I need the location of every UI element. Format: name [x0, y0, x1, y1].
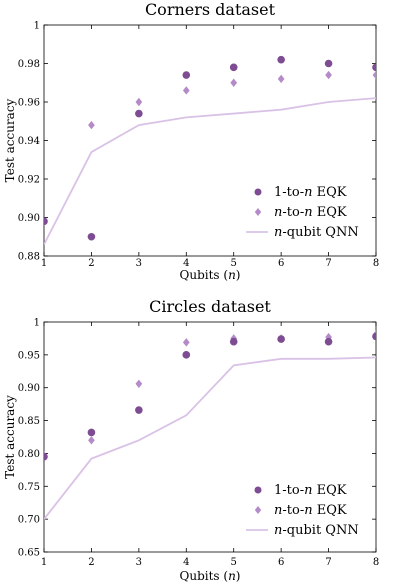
y-tick-label: 0.88	[18, 252, 40, 263]
y-tick-label: 0.75	[18, 482, 40, 493]
one-to-n-point	[229, 63, 238, 72]
legend-label-n-to-n: n-to-n EQK	[274, 503, 347, 518]
y-axis-label: Test accuracy	[3, 98, 17, 182]
corners-chart: Corners dataset 0.88 0.90 0.92 0.94 0.96 0.98 1…	[3, 0, 379, 282]
legend-diamond-marker	[254, 506, 262, 514]
y-tick-label: 0.90	[18, 383, 40, 394]
y-tick-label: 1	[34, 318, 40, 329]
legend-label-qnn: n-qubit QNN	[274, 523, 359, 538]
one-to-n-point	[182, 71, 191, 79]
one-to-n-point	[324, 59, 333, 68]
x-tick-label: 3	[136, 557, 142, 568]
x-tick-label: 1	[41, 557, 47, 568]
one-to-n-point	[372, 63, 376, 72]
legend-diamond-marker	[254, 208, 262, 216]
x-tick-label: 5	[231, 258, 237, 269]
y-tick-label: 0.94	[18, 136, 40, 147]
one-to-n-point	[87, 232, 96, 241]
n-to-n-point	[230, 78, 238, 87]
one-to-n-point	[44, 452, 48, 461]
n-to-n-point	[135, 379, 143, 388]
n-to-n-point	[182, 86, 190, 95]
data-layer	[44, 330, 376, 520]
y-tick-label: 0.65	[18, 548, 40, 559]
one-to-n-point	[87, 428, 96, 437]
n-to-n-point	[88, 120, 95, 130]
n-to-n-point	[325, 70, 332, 80]
one-to-n-point	[135, 109, 143, 118]
one-to-n-point	[372, 332, 376, 341]
legend-circle-marker	[254, 486, 262, 494]
x-tick-label: 6	[278, 557, 284, 568]
x-tick-label: 5	[231, 557, 237, 568]
one-to-n-point	[324, 337, 333, 346]
x-tick-label: 7	[325, 258, 331, 269]
chart-title: Circles dataset	[149, 297, 271, 316]
n-to-n-point	[88, 436, 95, 445]
y-tick-label: 1	[34, 21, 40, 32]
y-tick-label: 0.96	[18, 98, 40, 109]
one-to-n-point	[277, 335, 285, 343]
n-to-n-point	[135, 97, 143, 107]
y-tick-label: 0.90	[18, 213, 40, 224]
y-tick-label: 0.80	[18, 449, 40, 460]
x-tick-label: 8	[373, 557, 379, 568]
x-tick-label: 6	[278, 258, 284, 269]
x-tick-label: 2	[88, 258, 94, 269]
x-tick-label: 8	[373, 258, 379, 269]
x-tick-label: 4	[183, 557, 189, 568]
one-to-n-point	[182, 351, 191, 359]
n-to-n-point	[372, 70, 376, 80]
n-to-n-point	[182, 338, 190, 347]
x-tick-label: 2	[88, 557, 94, 568]
one-to-n-point	[135, 406, 143, 414]
y-tick-label: 0.70	[18, 515, 40, 526]
circles-chart: Circles dataset 0.65 0.70 0.75 0.80 0.85 0.90 0…	[3, 297, 379, 583]
legend-label-one-to-n: 1-to-n EQK	[274, 185, 347, 200]
y-tick-label: 0.92	[18, 175, 40, 186]
x-tick-label: 4	[183, 258, 189, 269]
one-to-n-point	[44, 217, 48, 226]
one-to-n-point	[229, 337, 238, 346]
qnn-series-line	[44, 97, 376, 245]
x-axis-label: Qubits (n)	[180, 268, 241, 282]
n-to-n-point	[277, 74, 285, 84]
y-axis-label: Test accuracy	[3, 395, 17, 479]
x-tick-label: 1	[41, 258, 47, 269]
legend-label-one-to-n: 1-to-n EQK	[274, 483, 347, 498]
legend: 1-to-n EQK n-to-n EQK n-qubit QNN	[246, 185, 359, 240]
y-tick-label: 0.98	[18, 59, 40, 70]
x-axis-label: Qubits (n)	[180, 569, 241, 583]
plot-frame	[43, 24, 377, 257]
legend-circle-marker	[254, 188, 262, 196]
legend: 1-to-n EQK n-to-n EQK n-qubit QNN	[246, 483, 359, 538]
y-tick-label: 0.85	[18, 416, 40, 427]
data-layer	[44, 55, 376, 245]
y-tick-label: 0.95	[18, 350, 40, 361]
x-tick-label: 3	[136, 258, 142, 269]
plot-frame	[43, 321, 377, 553]
chart-title: Corners dataset	[145, 0, 276, 19]
qnn-series-line	[44, 356, 376, 520]
legend-label-n-to-n: n-to-n EQK	[274, 205, 347, 220]
x-tick-label: 7	[325, 557, 331, 568]
legend-label-qnn: n-qubit QNN	[274, 225, 359, 240]
one-to-n-point	[277, 55, 285, 64]
